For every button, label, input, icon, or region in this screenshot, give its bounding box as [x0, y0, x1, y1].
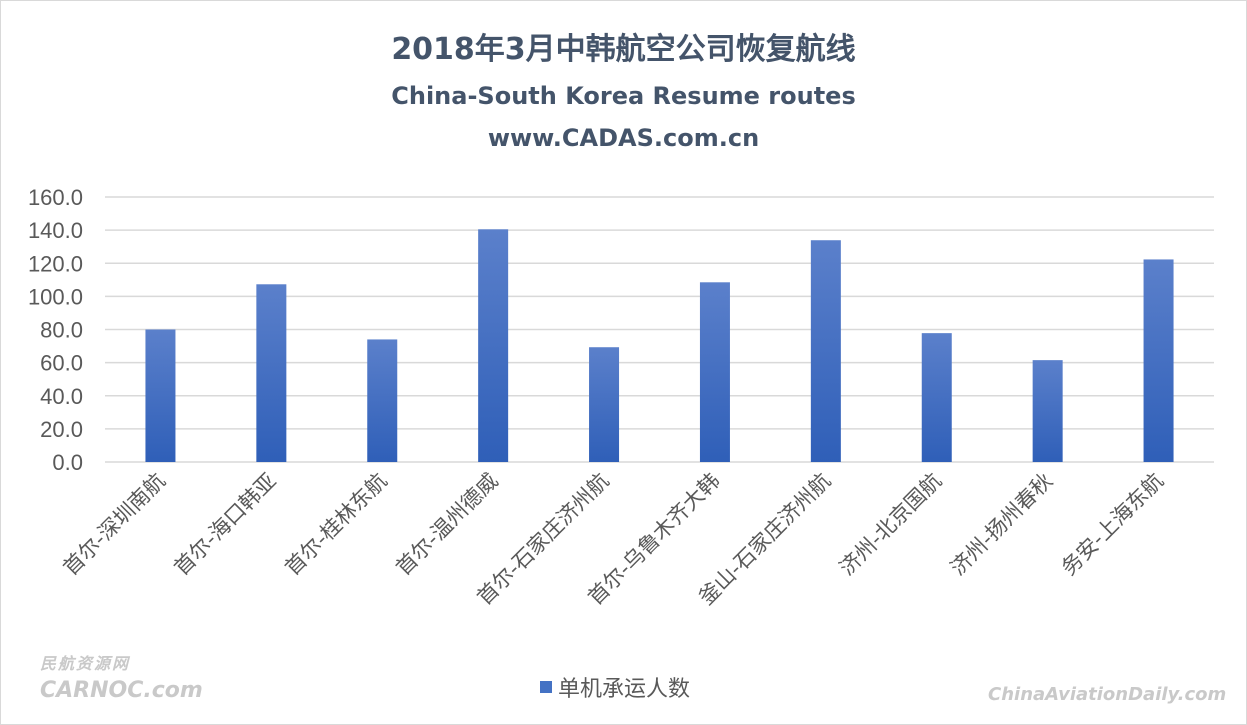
- bar: [367, 339, 398, 462]
- x-tick-label: 济州-扬州春秋: [946, 469, 1057, 580]
- y-tick-label: 0.0: [52, 450, 83, 475]
- bar: [256, 284, 287, 462]
- y-tick-label: 60.0: [40, 351, 83, 376]
- y-tick-label: 160.0: [28, 185, 83, 210]
- bar: [810, 240, 841, 462]
- watermark-chinaaviationdaily: ChinaAviationDaily.com: [988, 684, 1227, 705]
- bar: [478, 229, 509, 462]
- y-tick-label: 80.0: [40, 318, 83, 343]
- x-tick-label: 首尔-海口韩亚: [169, 469, 280, 580]
- y-tick-label: 120.0: [28, 251, 83, 276]
- bar: [589, 347, 620, 462]
- bar: [145, 329, 176, 462]
- x-tick-label: 首尔-深圳南航: [59, 469, 170, 580]
- x-tick-label: 首尔-温州德威: [391, 469, 502, 580]
- y-tick-label: 140.0: [28, 218, 83, 243]
- legend: 单机承运人数: [540, 671, 690, 703]
- legend-label: 单机承运人数: [558, 677, 691, 702]
- y-tick-label: 100.0: [28, 284, 83, 309]
- chart-title: 2018年3月中韩航空公司恢复航线: [391, 32, 856, 67]
- x-tick-label: 务安-上海东航: [1057, 469, 1168, 580]
- watermark-carnoc-cn: 民航资源网: [40, 654, 131, 673]
- bar: [699, 282, 730, 462]
- chart-subtitle-website: www.CADAS.com.cn: [487, 124, 760, 152]
- chart-subtitle-english: China-South Korea Resume routes: [391, 82, 856, 110]
- bar: [1032, 360, 1063, 462]
- y-tick-label: 40.0: [40, 384, 83, 409]
- watermark-carnoc: CARNOC.com: [40, 678, 203, 703]
- x-tick-label: 济州-北京国航: [835, 469, 946, 580]
- legend-swatch: [540, 681, 552, 693]
- x-tick-label: 首尔-桂林东航: [280, 469, 391, 580]
- bar: [1143, 259, 1174, 462]
- y-tick-label: 20.0: [40, 417, 83, 442]
- bar: [921, 333, 952, 462]
